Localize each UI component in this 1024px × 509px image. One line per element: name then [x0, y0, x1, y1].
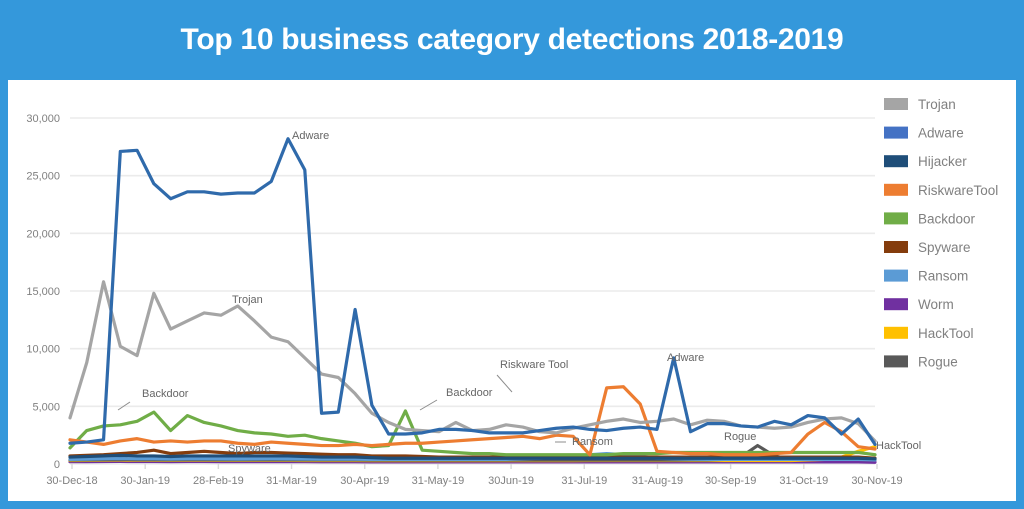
legend-swatch-backdoor [884, 212, 908, 225]
legend-label-worm[interactable]: Worm [918, 297, 954, 312]
legend-label-spyware[interactable]: Spyware [918, 240, 971, 255]
series-line-adware [68, 137, 877, 446]
series-annotation: Trojan [232, 294, 263, 306]
legend-swatch-hijacker [884, 155, 908, 168]
x-axis-tick-label: 31-Mar-19 [266, 475, 317, 487]
x-axis-tick-label: 28-Feb-19 [193, 475, 244, 487]
annotation-leader-line [496, 374, 513, 393]
series-annotation: Backdoor [142, 388, 189, 400]
y-axis-tick-label: 15,000 [26, 286, 60, 298]
series-annotation: Adware [292, 130, 329, 142]
series-line-hijacker [68, 453, 877, 461]
series-annotation: Ransom [572, 436, 613, 448]
annotation-leader-line [419, 399, 438, 411]
legend-swatch-ransom [884, 269, 908, 282]
series-line-backdoor [68, 409, 877, 457]
line-chart: 0 5,000 10,000 15,000 20,000 25,000 30,000 30-D… [26, 97, 998, 487]
y-axis-tick-label: 20,000 [26, 228, 60, 240]
legend-label-hacktool[interactable]: HackTool [918, 326, 974, 341]
chart-card: 0 5,000 10,000 15,000 20,000 25,000 30,000 30-D… [8, 80, 1016, 501]
chart-container: 0 5,000 10,000 15,000 20,000 25,000 30,000 30-D… [8, 80, 1016, 501]
legend-label-riskwaretool[interactable]: RiskwareTool [918, 183, 998, 198]
x-axis-tick-label: 30Jun-19 [488, 475, 534, 487]
x-axis-tick-label: 31-Oct-19 [779, 475, 828, 487]
legend-swatch-rogue [884, 355, 908, 368]
legend-label-rogue[interactable]: Rogue [918, 354, 958, 369]
legend-label-adware[interactable]: Adware [918, 126, 964, 141]
header-bar: Top 10 business category detections 2018… [0, 0, 1024, 80]
series-annotation: Spyware [228, 443, 271, 455]
legend-swatch-trojan [884, 98, 908, 110]
legend-swatch-adware [884, 126, 908, 139]
legend-swatch-worm [884, 298, 908, 311]
legend-swatch-hacktool [884, 326, 908, 339]
series-annotation: Riskware Tool [500, 359, 568, 371]
legend-label-ransom[interactable]: Ransom [918, 269, 968, 284]
x-axis-tick-label: 30-Dec-18 [46, 475, 97, 487]
x-axis-tick-label: 30-Sep-19 [705, 475, 756, 487]
y-axis-tick-label: 5,000 [32, 401, 60, 413]
legend-label-trojan[interactable]: Trojan [918, 97, 956, 112]
x-axis-tick-label: 30-Jan-19 [120, 475, 170, 487]
series-line-riskwaretool [68, 385, 877, 457]
y-axis-tick-label: 0 [54, 459, 60, 471]
x-axis-tick-label: 31-May-19 [412, 475, 465, 487]
legend-label-hijacker[interactable]: Hijacker [918, 154, 967, 169]
legend-swatch-riskwaretool [884, 183, 908, 196]
y-axis-tick-label: 25,000 [26, 171, 60, 183]
x-axis-tick-label: 30-Nov-19 [851, 475, 902, 487]
y-axis-tick-label: 30,000 [26, 113, 60, 125]
x-axis-tick-label: 30-Apr-19 [340, 475, 389, 487]
series-annotation: Adware [667, 352, 704, 364]
x-axis-tick-label: 31-Aug-19 [632, 475, 683, 487]
series-annotation: Rogue [724, 431, 756, 443]
series-annotation: Backdoor [446, 387, 493, 399]
x-axis-tick-label: 31-Jul-19 [561, 475, 607, 487]
legend-swatch-spyware [884, 241, 908, 253]
page-title: Top 10 business category detections 2018… [180, 23, 844, 56]
series-annotation: HackTool [876, 440, 921, 452]
legend-label-backdoor[interactable]: Backdoor [918, 211, 976, 226]
annotation-leader-line [117, 401, 131, 411]
y-axis-tick-label: 10,000 [26, 344, 60, 356]
